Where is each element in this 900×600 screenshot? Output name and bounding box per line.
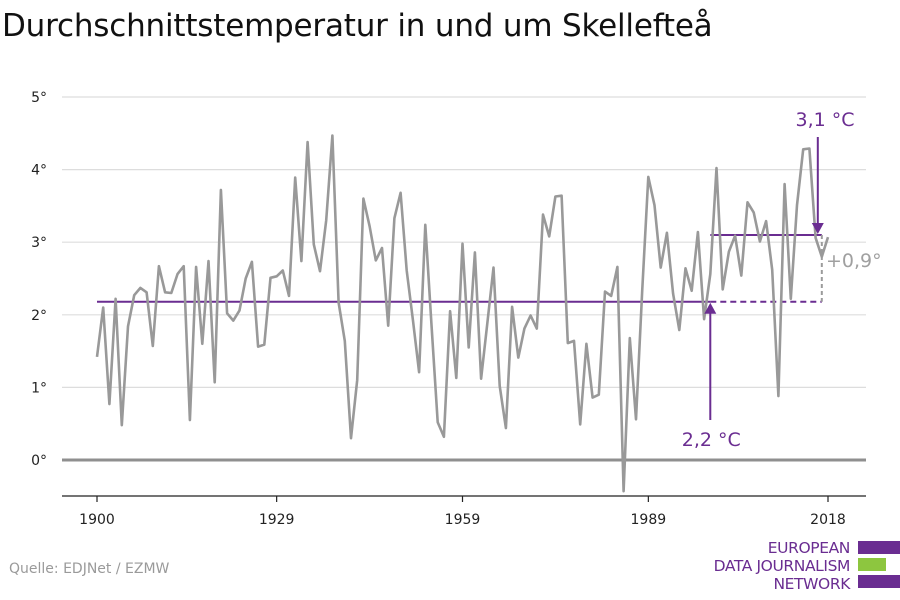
x-tick-label: 1900 xyxy=(79,512,115,528)
logo-bar-3 xyxy=(858,575,900,588)
difference-label: +0,9° xyxy=(826,250,882,272)
logo-line-1: EUROPEAN xyxy=(767,539,851,557)
grid-lines xyxy=(62,96,866,462)
y-tick-label: 0° xyxy=(31,453,47,469)
baseline-mean-arrowhead xyxy=(704,302,717,314)
logo-bar-1 xyxy=(858,541,900,554)
logo-line-2: DATA JOURNALISM xyxy=(713,557,851,575)
series-layer xyxy=(95,134,830,493)
recent-mean-arrowhead xyxy=(811,222,824,234)
y-tick-label: 5° xyxy=(31,90,47,106)
y-axis-tick-labels: 0° 1° 2° 3° 4° 5° xyxy=(31,90,47,469)
x-tick-label: 1989 xyxy=(631,512,667,528)
chart-title: Durchschnittstemperatur in und um Skelle… xyxy=(2,8,713,44)
edjnet-logo[interactable]: EUROPEAN DATA JOURNALISM NETWORK xyxy=(700,537,900,597)
x-tick-label: 1959 xyxy=(445,512,481,528)
recent-mean-label: 3,1 °C xyxy=(795,109,854,131)
x-tick-label: 1929 xyxy=(259,512,295,528)
y-tick-label: 3° xyxy=(31,235,47,251)
logo-line-3: NETWORK xyxy=(773,575,850,593)
y-tick-label: 1° xyxy=(31,380,47,396)
y-tick-label: 4° xyxy=(31,163,47,179)
y-tick-label: 2° xyxy=(31,308,47,324)
logo-bar-2 xyxy=(858,558,886,571)
annotations: 3,1 °C 2,2 °C +0,9° xyxy=(682,109,882,451)
source-note: Quelle: EDJNet / EZMW xyxy=(9,561,170,577)
baseline-mean-label: 2,2 °C xyxy=(682,429,741,451)
x-axis: 1900 1929 1959 1989 2018 xyxy=(62,495,866,528)
temperature-series-line xyxy=(95,134,830,493)
x-tick-label: 2018 xyxy=(810,512,846,528)
